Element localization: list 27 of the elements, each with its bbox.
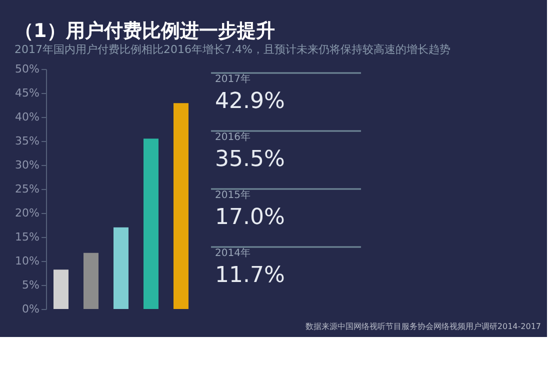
text: 2017年 (215, 73, 250, 85)
text: 2015年 (215, 189, 250, 201)
text: 42.9% (215, 89, 285, 114)
y-tick-label: 10% (15, 254, 40, 268)
y-tick-label: 15% (15, 230, 40, 244)
y-tick-label: 45% (15, 86, 40, 100)
text: 2017年国内用户付费比例相比2016年增长7.4%，且预计未来仍将保持较高速的增长趋势 (14, 43, 450, 56)
y-tick-label: 35% (15, 134, 40, 148)
bar (84, 252, 98, 309)
text: 数据来源中国网络视听节目服务协会网络视频用户调研2014-2017 (305, 322, 541, 331)
text: 35.5% (215, 147, 285, 172)
y-tick-label: 25% (15, 182, 40, 196)
text: 11.7% (215, 263, 285, 288)
text: 17.0% (215, 205, 285, 230)
y-tick-label: 30% (15, 158, 40, 172)
y-tick-label: 40% (15, 110, 40, 124)
y-tick-label: 5% (22, 278, 40, 292)
text: 2014年 (215, 247, 250, 259)
bar (114, 227, 128, 309)
y-tick-label: 50% (15, 62, 40, 76)
bar (144, 138, 158, 309)
y-tick-label: 0% (22, 302, 40, 316)
text: 2016年 (215, 131, 250, 143)
bar (54, 270, 68, 309)
chart-title: （1）用户付费比例进一步提升 (14, 20, 275, 42)
bar (174, 103, 188, 309)
y-tick-label: 20% (15, 206, 40, 220)
